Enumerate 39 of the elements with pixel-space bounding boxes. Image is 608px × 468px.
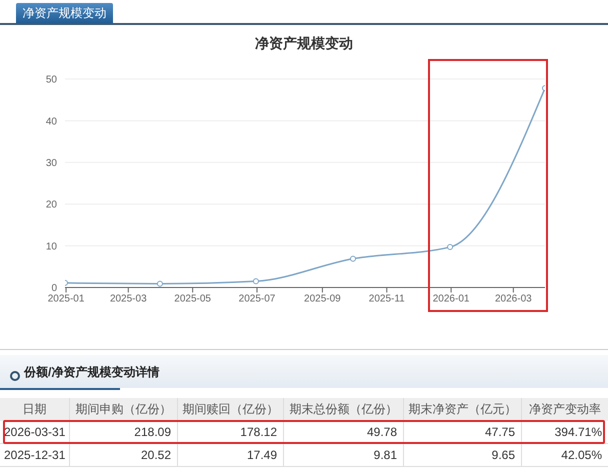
point <box>252 278 259 284</box>
point <box>156 280 163 287</box>
category-label: 期间申购（亿份） <box>76 402 172 416</box>
x-tick-label: 2025-03 <box>110 294 148 305</box>
point <box>447 244 454 250</box>
category-label: 期末净资产（亿元） <box>408 402 516 416</box>
text: 394.71% <box>554 425 602 439</box>
text: 净资产规模变动 <box>22 6 106 20</box>
y-tick-label: 20 <box>46 200 58 211</box>
text: 9.65 <box>492 448 515 462</box>
category-label: 期间赎回（亿份） <box>182 402 278 416</box>
x-tick-label: 2025-01 <box>48 294 85 305</box>
text: 9.81 <box>374 448 397 462</box>
category-label: 净资产变动率 <box>529 402 601 416</box>
x-tick-label: 2025-09 <box>304 294 342 305</box>
y-tick-label: 40 <box>46 116 58 128</box>
text: 20.52 <box>140 448 171 462</box>
x-tick-label: 2025-07 <box>238 294 276 305</box>
text: 49.78 <box>366 425 397 439</box>
text: 日期 <box>22 402 46 416</box>
text: 42.05% <box>561 448 602 462</box>
x-tick-label: 2026-03 <box>495 294 532 305</box>
text: 17.49 <box>246 448 277 462</box>
text: 218.09 <box>134 425 171 439</box>
y-tick-label: 50 <box>46 74 58 86</box>
x-tick-label: 2025-11 <box>368 294 406 305</box>
text: 178.12 <box>240 425 277 439</box>
category-label: 2026-03-31 <box>4 425 66 439</box>
category-label: 期末总份额（亿份） <box>290 402 398 416</box>
category-label: 2025-12-31 <box>4 448 66 462</box>
x-tick-label: 2025-05 <box>174 294 212 305</box>
text: 47.75 <box>484 425 515 439</box>
y-tick-label: 0 <box>51 283 58 294</box>
text: 份额/净资产规模变动详情 <box>24 365 160 379</box>
x-tick-label: 2026-01 <box>432 294 470 305</box>
y-tick-label: 30 <box>46 158 58 169</box>
chart-title: 净资产规模变动 <box>255 35 353 51</box>
point <box>350 256 356 262</box>
y-tick-label: 10 <box>46 241 58 252</box>
